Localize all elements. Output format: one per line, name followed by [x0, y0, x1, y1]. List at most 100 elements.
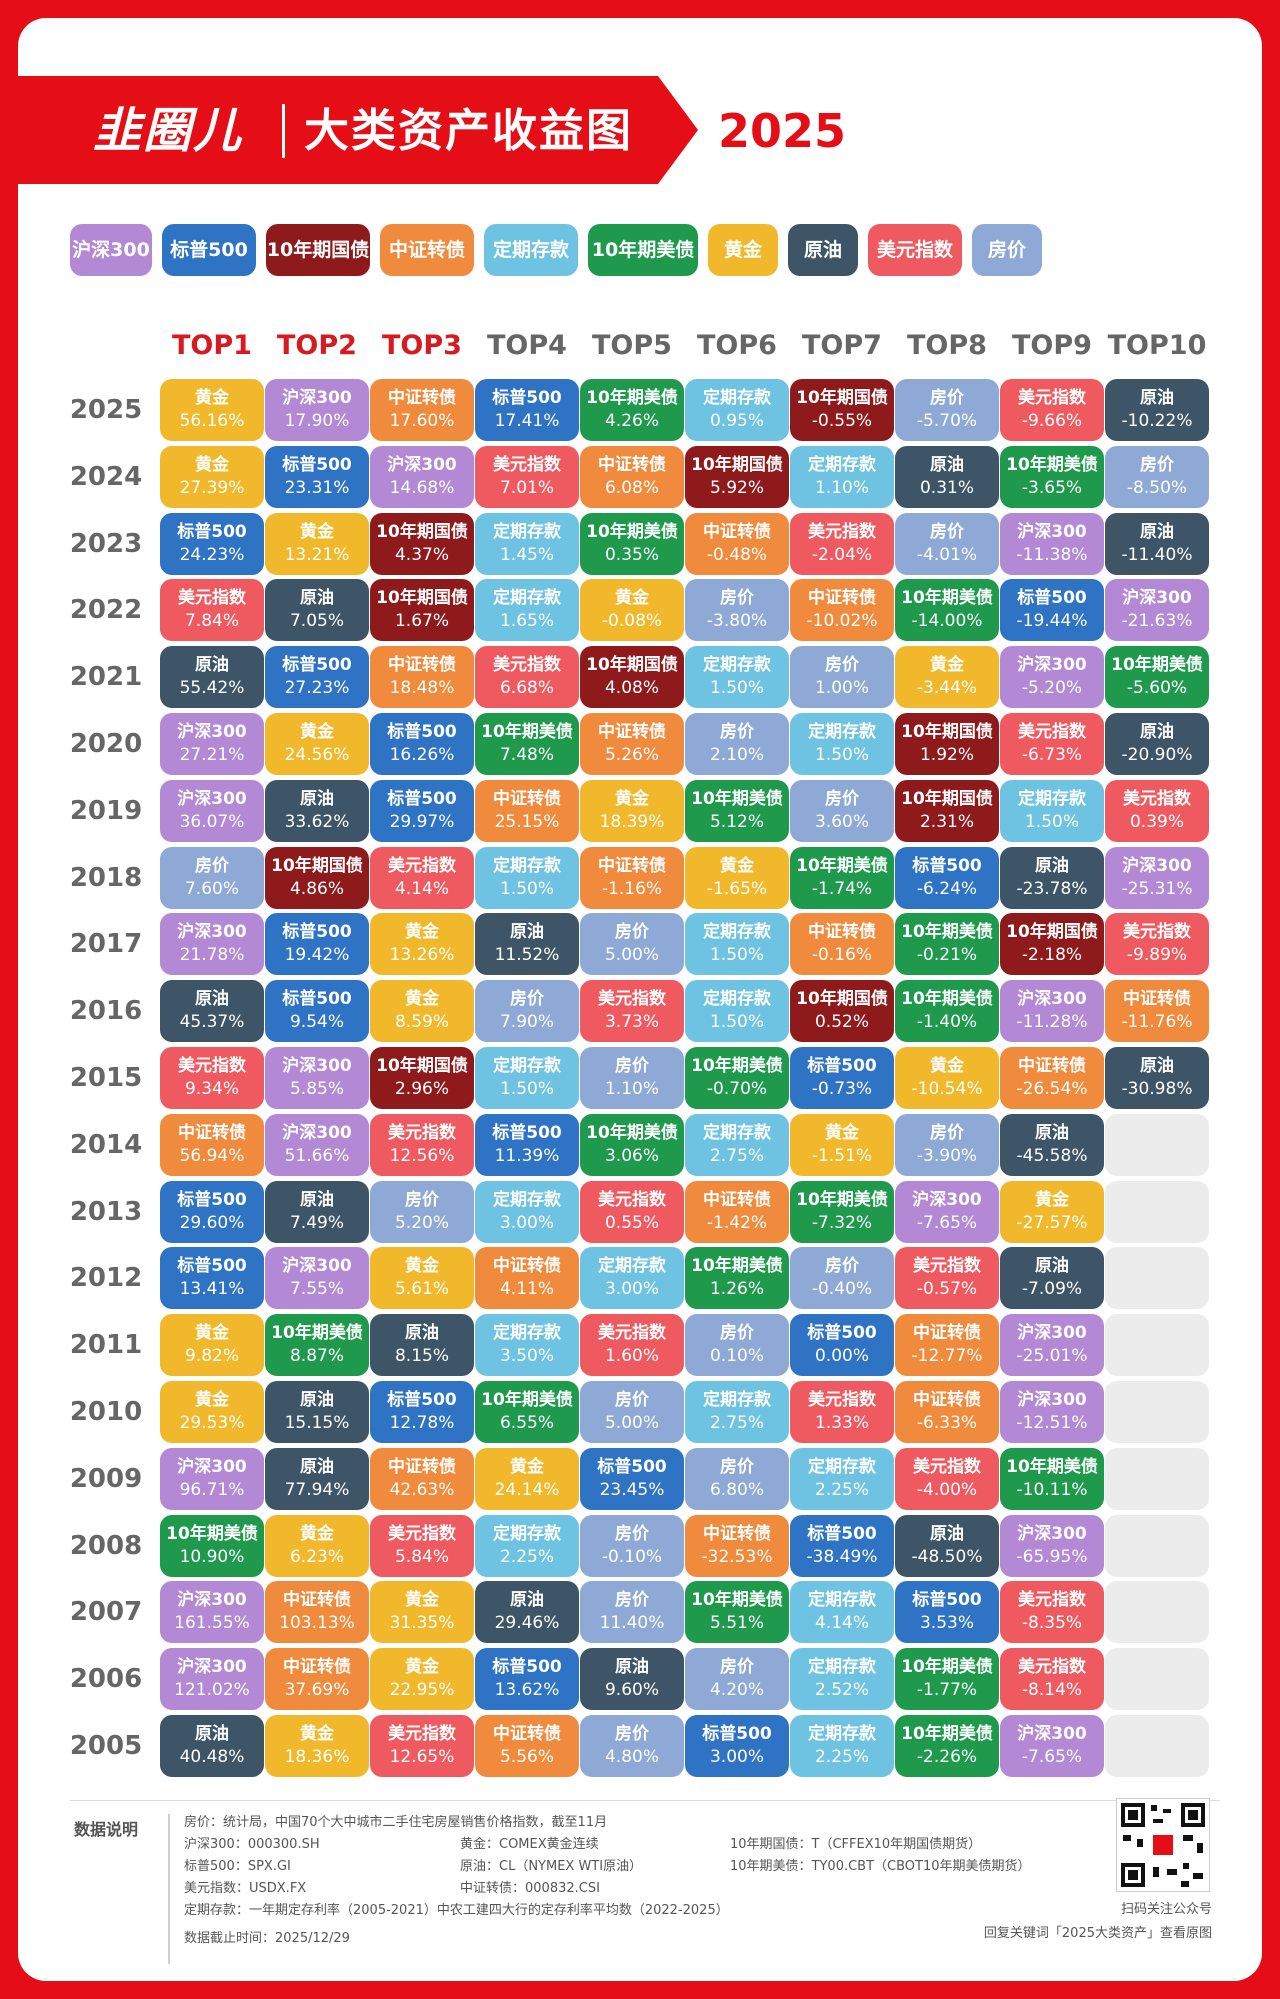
asset-return: -25.31% — [1121, 878, 1193, 899]
asset-cell: 定期存款 3.00% — [475, 1180, 579, 1243]
asset-cell: 原油 8.15% — [370, 1314, 474, 1377]
asset-return: 12.56% — [389, 1145, 455, 1166]
asset-name: 定期存款 — [808, 722, 876, 742]
asset-return: -8.35% — [1021, 1613, 1083, 1634]
asset-return: 7.48% — [499, 745, 554, 765]
asset-name: 房价 — [930, 388, 964, 408]
asset-cell: 10年期美债 5.51% — [685, 1581, 789, 1644]
asset-return: -9.66% — [1021, 411, 1083, 431]
rank-header: TOP9 — [1012, 330, 1092, 361]
asset-cell: 标普500 29.97% — [370, 779, 474, 842]
asset-name: 黄金 — [195, 1390, 229, 1410]
note-item: 美元指数：USDX.FX — [184, 1881, 307, 1896]
asset-return: -3.44% — [916, 678, 978, 699]
asset-name: 原油 — [300, 1456, 334, 1477]
asset-name: 10年期美债 — [691, 1256, 783, 1277]
asset-cell: 沪深300 21.78% — [160, 913, 264, 976]
asset-cell: 房价 1.10% — [580, 1047, 684, 1109]
asset-return: 15.15% — [284, 1413, 350, 1433]
asset-name: 10年期国债 — [691, 454, 783, 475]
asset-cell: 原油 15.15% — [265, 1381, 369, 1443]
qr-code[interactable] — [1116, 1798, 1210, 1892]
asset-cell: 标普500 -0.73% — [790, 1047, 894, 1109]
asset-cell: 定期存款 1.45% — [475, 512, 579, 575]
asset-cell: 10年期美债 -0.70% — [685, 1047, 789, 1109]
asset-name: 标普500 — [912, 1590, 982, 1611]
asset-cell: 房价 -3.80% — [685, 579, 789, 642]
asset-cell: 标普500 29.60% — [160, 1180, 264, 1243]
asset-cell: 定期存款 2.52% — [790, 1648, 894, 1711]
asset-return: 9.54% — [289, 1012, 344, 1033]
asset-cell: 10年期国债 1.67% — [370, 579, 474, 642]
asset-name: 房价 — [720, 1657, 754, 1678]
asset-name: 10年期美债 — [691, 1590, 783, 1611]
asset-return: 23.45% — [599, 1479, 665, 1500]
year-label: 2015 — [69, 1063, 143, 1093]
asset-return: 13.21% — [284, 544, 350, 565]
asset-cell: 中证转债 5.56% — [475, 1715, 579, 1777]
asset-name: 美元指数 — [808, 521, 876, 542]
asset-name: 原油 — [510, 1590, 544, 1611]
asset-name: 沪深300 — [1017, 521, 1087, 542]
asset-cell: 10年期美债 8.87% — [265, 1314, 369, 1377]
year-label: 2025 — [69, 395, 143, 425]
asset-cell: 10年期美债 -2.26% — [895, 1715, 999, 1777]
asset-return: 33.62% — [284, 811, 350, 832]
asset-name: 10年期美债 — [901, 1657, 993, 1678]
asset-name: 定期存款 — [493, 855, 561, 876]
asset-return: 1.33% — [814, 1413, 869, 1433]
asset-name: 原油 — [1140, 521, 1174, 542]
asset-cell: 房价 11.40% — [580, 1581, 684, 1644]
year-label: 2024 — [69, 461, 143, 492]
asset-name: 美元指数 — [493, 454, 561, 475]
asset-return: 1.50% — [499, 878, 554, 899]
asset-name: 原油 — [1035, 855, 1069, 876]
asset-return: 27.21% — [179, 745, 245, 765]
asset-return: 42.63% — [389, 1479, 455, 1500]
asset-name: 原油 — [930, 1523, 964, 1544]
asset-name: 定期存款 — [493, 1523, 561, 1544]
asset-cell: 中证转债 -10.02% — [790, 579, 894, 642]
asset-return: -19.44% — [1016, 611, 1088, 632]
asset-return: -0.16% — [811, 945, 873, 966]
asset-cell: 美元指数 -6.73% — [1000, 713, 1104, 775]
empty-cell — [1105, 1447, 1209, 1510]
card: 韭圈儿 大类资产收益图 2025 沪深300 标普500 10年期国债 中证转债 定期存… — [18, 18, 1262, 1981]
asset-name: 中证转债 — [598, 855, 666, 876]
asset-name: 黄金 — [405, 1657, 439, 1678]
asset-cell: 标普500 -6.24% — [895, 846, 999, 909]
asset-name: 房价 — [825, 655, 859, 676]
asset-cell: 定期存款 2.25% — [790, 1447, 894, 1510]
asset-return: 3.53% — [919, 1613, 974, 1634]
asset-name: 10年期美债 — [481, 722, 573, 742]
asset-cell: 美元指数 4.14% — [370, 846, 474, 909]
notes-divider — [70, 1800, 1220, 1801]
asset-return: 8.15% — [394, 1346, 449, 1367]
asset-return: 6.55% — [499, 1413, 554, 1433]
legend-item: 中证转债 — [380, 224, 474, 276]
asset-cell: 沪深300 -11.38% — [1000, 512, 1104, 575]
note-item: 原油：CL（NYMEX WTI原油） — [460, 1859, 643, 1874]
asset-cell: 10年期国债 0.52% — [790, 980, 894, 1043]
asset-return: 6.08% — [604, 477, 659, 498]
asset-name: 中证转债 — [703, 1189, 771, 1210]
asset-return: -2.04% — [811, 544, 873, 565]
asset-name: 黄金 — [405, 922, 439, 943]
asset-name: 10年期美债 — [691, 1056, 783, 1076]
asset-return: 77.94% — [284, 1479, 350, 1500]
year-label: 2010 — [69, 1397, 143, 1427]
asset-cell: 原油 -11.40% — [1105, 512, 1209, 575]
asset-return: -0.57% — [916, 1279, 978, 1300]
asset-cell: 美元指数 6.68% — [475, 646, 579, 709]
empty-cell — [1105, 1314, 1209, 1377]
asset-return: -1.74% — [811, 878, 873, 899]
asset-cell: 10年期美债 -1.74% — [790, 846, 894, 909]
asset-name: 标普500 — [807, 1323, 877, 1344]
asset-cell: 10年期美债 5.12% — [685, 779, 789, 842]
asset-name: 沪深300 — [177, 1657, 247, 1678]
note-housing: 房价：统计局，中国70个大中城市二手住宅房屋销售价格指数，截至11月 — [184, 1815, 608, 1830]
asset-cell: 美元指数 -4.00% — [895, 1447, 999, 1510]
asset-cell: 定期存款 2.25% — [475, 1514, 579, 1577]
asset-name: 原油 — [1140, 388, 1174, 408]
year-label: 2013 — [69, 1196, 143, 1227]
